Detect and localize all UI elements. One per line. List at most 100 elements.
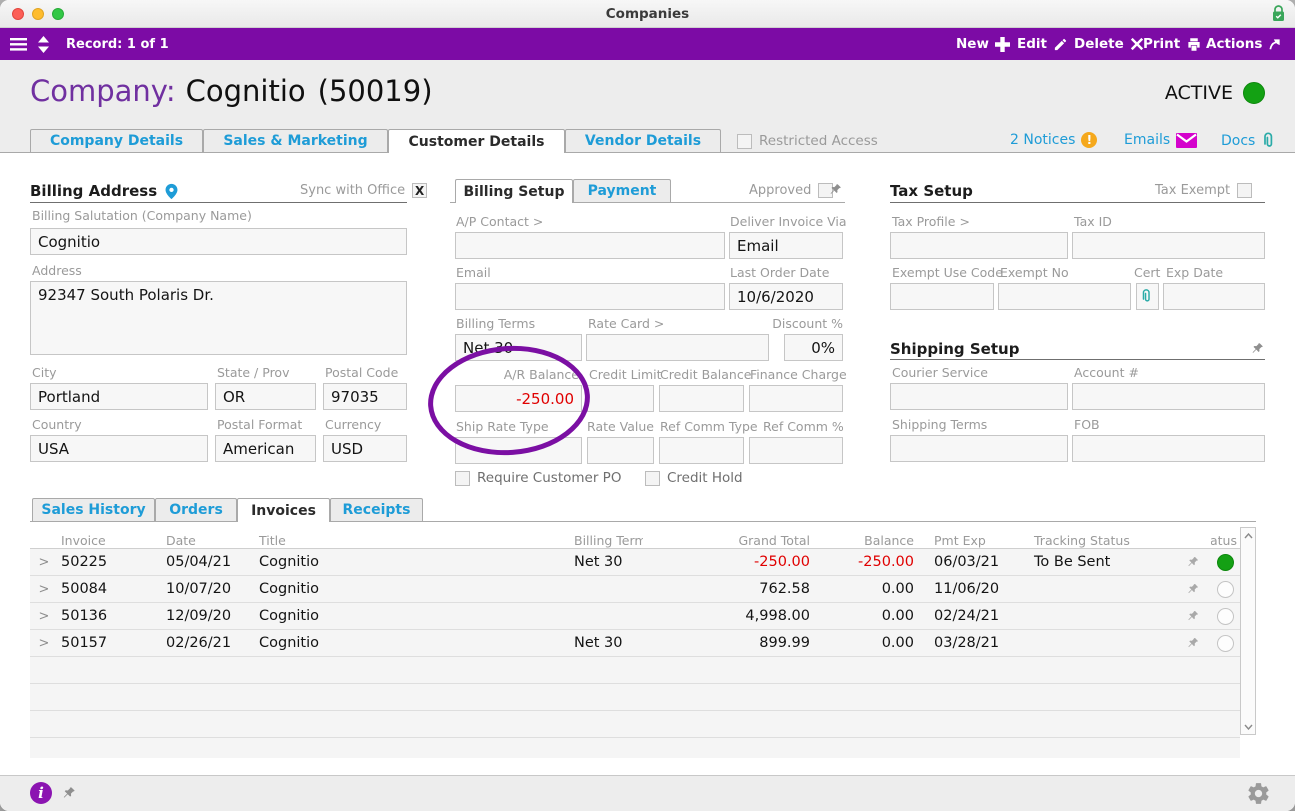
map-pin-icon[interactable] <box>165 183 178 200</box>
exempt-use-code-field[interactable] <box>890 283 994 310</box>
ar-balance-field[interactable]: -250.00 <box>455 385 582 412</box>
invoice-title: Cognitio <box>259 581 320 597</box>
status-text: ACTIVE <box>1164 82 1233 104</box>
col-billing-terms: Billing Terms <box>574 533 643 548</box>
country-label: Country <box>32 417 82 432</box>
new-record-button[interactable]: New <box>956 28 1010 60</box>
tab-customer-details[interactable]: Customer Details <box>388 129 565 153</box>
gear-icon[interactable] <box>1246 781 1271 806</box>
pin-icon[interactable] <box>1175 609 1211 623</box>
tax-profile-field[interactable] <box>890 232 1068 259</box>
fob-field[interactable] <box>1072 435 1265 462</box>
zoom-window-button[interactable] <box>52 8 64 20</box>
tab-orders[interactable]: Orders <box>155 498 237 521</box>
company-label: Company: <box>30 74 176 108</box>
postal-code-field[interactable]: 97035 <box>323 383 407 410</box>
credit-limit-field[interactable] <box>587 385 654 412</box>
deliver-invoice-field[interactable]: Email <box>729 232 843 259</box>
credit-hold-checkbox[interactable] <box>645 470 660 486</box>
tab-sales-marketing[interactable]: Sales & Marketing <box>203 129 388 152</box>
info-icon[interactable]: i <box>30 782 52 804</box>
approved-checkbox[interactable] <box>818 183 834 198</box>
salutation-field[interactable]: Cognitio <box>30 228 407 255</box>
tab-company-details[interactable]: Company Details <box>30 129 203 152</box>
actions-button[interactable]: Actions <box>1206 28 1282 60</box>
require-po-checkbox[interactable] <box>455 470 470 486</box>
row-expand-chevron[interactable]: > <box>38 608 50 624</box>
last-order-date-field[interactable]: 10/6/2020 <box>729 283 843 310</box>
exp-date-field[interactable] <box>1163 283 1265 310</box>
pin-icon[interactable] <box>1175 555 1211 569</box>
finance-charge-field[interactable] <box>749 385 843 412</box>
minimize-window-button[interactable] <box>32 8 44 20</box>
ar-balance-label: A/R Balance <box>503 367 579 382</box>
discount-field[interactable]: 0% <box>784 334 843 361</box>
tab-vendor-details[interactable]: Vendor Details <box>565 129 721 152</box>
courier-service-field[interactable] <box>890 383 1068 410</box>
tab-sales-history[interactable]: Sales History <box>32 498 155 521</box>
billing-email-field[interactable] <box>455 283 725 310</box>
pin-icon[interactable] <box>61 785 77 801</box>
last-order-date-label: Last Order Date <box>730 265 830 280</box>
menu-hamburger-icon[interactable] <box>10 37 27 51</box>
tab-payment[interactable]: Payment <box>573 179 671 202</box>
row-expand-chevron[interactable]: > <box>38 581 50 597</box>
record-navigation-icon[interactable] <box>37 35 50 53</box>
invoice-row[interactable]: > 50157 02/26/21 Cognitio Net 30 899.99 … <box>30 630 1240 657</box>
print-button-label: Print <box>1143 36 1181 52</box>
invoice-grand-total: -250.00 <box>754 554 810 570</box>
invoice-row[interactable]: > 50136 12/09/20 Cognitio 4,998.00 0.00 … <box>30 603 1240 630</box>
country-field[interactable]: USA <box>30 435 208 462</box>
rate-card-field[interactable] <box>586 334 769 361</box>
table-scrollbar[interactable] <box>1240 527 1256 735</box>
ap-contact-field[interactable] <box>455 232 725 259</box>
edit-record-button[interactable]: Edit <box>1017 28 1068 60</box>
billing-terms-field[interactable]: Net 30 <box>455 334 582 361</box>
approved-control: Approved <box>749 183 834 198</box>
emails-label: Emails <box>1124 132 1171 148</box>
address-field[interactable]: 92347 South Polaris Dr. <box>30 281 407 355</box>
tab-invoices[interactable]: Invoices <box>237 498 330 522</box>
print-button[interactable]: Print <box>1143 28 1202 60</box>
postal-format-field[interactable]: American <box>215 435 316 462</box>
tab-billing-setup[interactable]: Billing Setup <box>455 179 573 203</box>
sync-with-office-checkbox[interactable]: X <box>412 183 428 198</box>
emails-link[interactable]: Emails <box>1124 132 1198 148</box>
pin-icon[interactable] <box>1175 636 1211 650</box>
scroll-up-button[interactable] <box>1241 528 1255 543</box>
row-expand-chevron[interactable]: > <box>38 554 50 570</box>
account-number-field[interactable] <box>1072 383 1265 410</box>
city-field[interactable]: Portland <box>30 383 208 410</box>
notices-link[interactable]: 2 Notices ! <box>1010 132 1098 148</box>
cert-attachment-button[interactable] <box>1136 283 1159 310</box>
close-window-button[interactable] <box>12 8 24 20</box>
ref-comm-pct-field[interactable] <box>749 437 843 464</box>
discount-label: Discount % <box>772 316 843 331</box>
credit-balance-field[interactable] <box>659 385 744 412</box>
shipping-setup-title: Shipping Setup <box>890 340 1020 358</box>
currency-field[interactable]: USD <box>323 435 407 462</box>
tax-id-field[interactable] <box>1072 232 1265 259</box>
scroll-down-button[interactable] <box>1241 719 1255 734</box>
rate-value-field[interactable] <box>587 437 654 464</box>
delete-record-button[interactable]: Delete <box>1074 28 1144 60</box>
pin-icon[interactable] <box>1250 341 1265 356</box>
row-expand-chevron[interactable]: > <box>38 635 50 651</box>
invoice-status-dot <box>1217 634 1234 652</box>
ref-comm-type-field[interactable] <box>659 437 744 464</box>
ship-rate-type-field[interactable] <box>455 437 582 464</box>
invoice-terms: Net 30 <box>574 554 623 570</box>
invoice-title: Cognitio <box>259 554 320 570</box>
tab-receipts[interactable]: Receipts <box>330 498 423 521</box>
pin-icon[interactable] <box>828 182 843 197</box>
docs-link[interactable]: Docs <box>1221 132 1276 150</box>
exempt-no-field[interactable] <box>998 283 1131 310</box>
shipping-terms-field[interactable] <box>890 435 1068 462</box>
invoice-row[interactable]: > 50225 05/04/21 Cognitio Net 30 -250.00… <box>30 549 1240 576</box>
x-icon <box>1130 37 1144 51</box>
tax-exempt-checkbox[interactable] <box>1237 183 1253 198</box>
restricted-access-checkbox[interactable] <box>737 133 752 149</box>
state-field[interactable]: OR <box>215 383 316 410</box>
invoice-row[interactable]: > 50084 10/07/20 Cognitio 762.58 0.00 11… <box>30 576 1240 603</box>
pin-icon[interactable] <box>1175 582 1211 596</box>
